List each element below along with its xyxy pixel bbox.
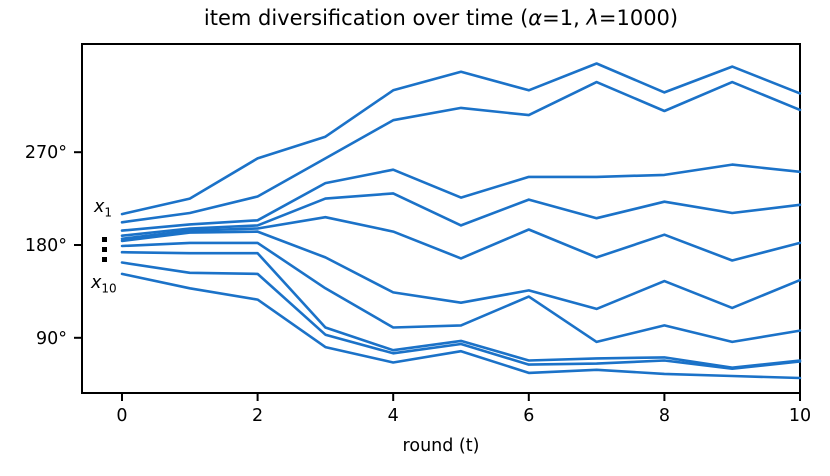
chart-title: item diversification over time (α=1, λ=1…	[82, 6, 800, 30]
series-line-x10	[120, 272, 802, 380]
annotation-x1-sub: 1	[104, 205, 112, 220]
series-line-x9	[120, 261, 802, 371]
series-line-x2	[120, 80, 802, 224]
x-tick-label: 0	[116, 406, 127, 426]
alpha-value: =1,	[542, 6, 587, 30]
annotation-x1: x1	[94, 197, 112, 220]
annotation-x10-sub: 10	[101, 281, 117, 296]
y-tick-label: 180°	[25, 236, 67, 256]
x-axis-label: round (t)	[402, 436, 480, 456]
annotation-x10-base: x	[91, 273, 102, 293]
y-tick-label: 270°	[25, 143, 67, 163]
chart-title-text: item diversification over time (	[203, 6, 529, 30]
x-tick-label: 6	[523, 406, 534, 426]
series-line-x6	[120, 230, 802, 311]
series-line-x5	[120, 215, 802, 262]
lambda-symbol: λ	[586, 6, 599, 30]
x-tick-label: 8	[659, 406, 670, 426]
series-line-x7	[120, 241, 802, 344]
series-line-x8	[120, 250, 802, 370]
plot-frame	[81, 43, 801, 394]
x-tick-label: 2	[252, 406, 263, 426]
series-line-x4	[120, 192, 802, 237]
annotation-x10: x10	[91, 273, 117, 296]
lambda-value: =1000)	[598, 6, 679, 30]
vertical-ellipsis-icon	[102, 237, 107, 263]
x-tick-label: 10	[789, 406, 811, 426]
x-tick-label: 4	[388, 406, 399, 426]
series-line-x1	[120, 62, 802, 216]
alpha-symbol: α	[528, 6, 543, 30]
annotation-x1-base: x	[94, 197, 105, 217]
series-line-x3	[120, 163, 802, 232]
y-tick-label: 90°	[36, 329, 67, 349]
